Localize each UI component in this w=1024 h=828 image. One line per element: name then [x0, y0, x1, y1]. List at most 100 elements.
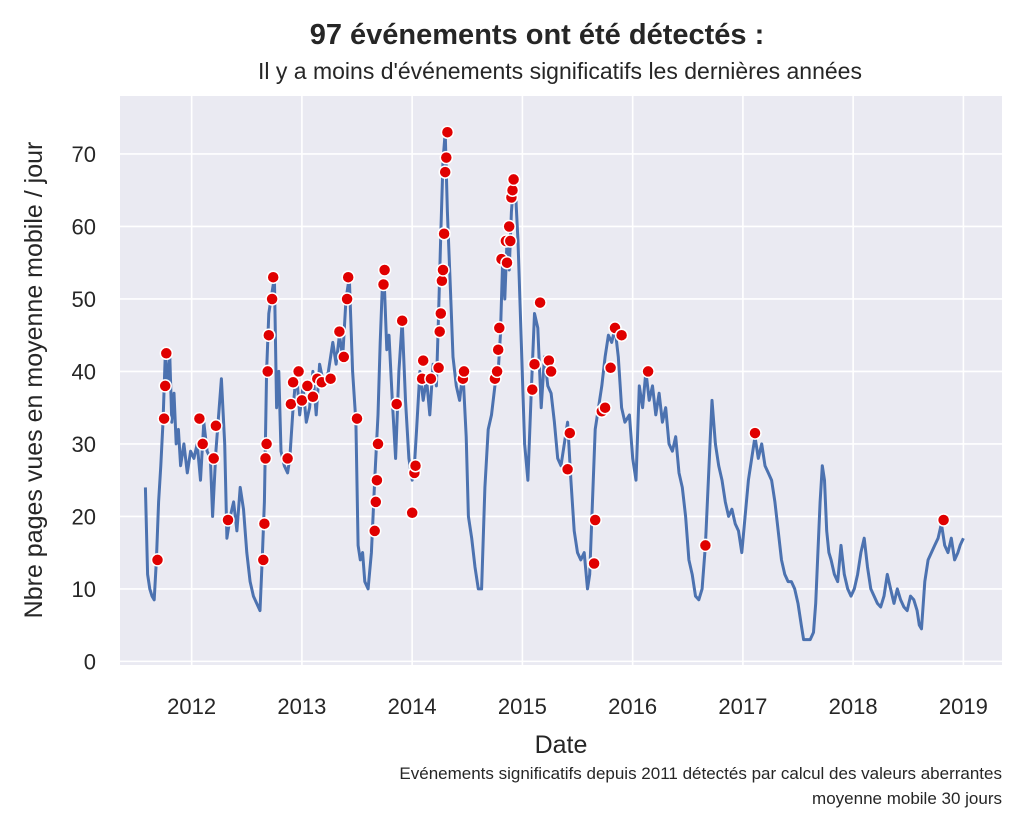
outlier-point: [500, 255, 514, 270]
y-tick-label: 20: [72, 504, 96, 529]
outlier-point: [503, 234, 518, 248]
outlier-point: [603, 361, 618, 375]
x-axis-label: Date: [535, 731, 588, 759]
outlier-point: [259, 437, 274, 451]
outlier-point: [291, 364, 306, 379]
outlier-point: [614, 328, 629, 342]
outlier-point: [195, 437, 210, 451]
outlier-point: [457, 364, 471, 379]
x-tick-label: 2016: [608, 694, 657, 719]
outlier-point: [376, 277, 391, 292]
outlier-point: [209, 419, 223, 433]
outlier-point: [350, 411, 364, 426]
outlier-point: [157, 411, 171, 426]
outlier-point: [221, 513, 235, 527]
outlier-point: [323, 371, 338, 386]
outlier-point: [405, 506, 419, 520]
outlier-point: [158, 379, 172, 393]
y-axis-label: Nbre pages vues en moyenne mobile / jour: [20, 142, 48, 619]
outlier-point: [641, 364, 655, 379]
outlier-point: [286, 375, 300, 390]
x-tick-label: 2014: [388, 694, 437, 719]
outlier-point: [192, 411, 207, 426]
x-tick-label: 2017: [718, 694, 767, 719]
outlier-point: [395, 313, 409, 328]
outlier-point: [416, 353, 430, 368]
outlier-point: [506, 172, 521, 187]
outlier-point: [265, 292, 279, 306]
outlier-point: [340, 292, 354, 306]
outlier-point: [371, 437, 385, 451]
y-tick-label: 50: [72, 287, 96, 312]
outlier-point: [258, 451, 273, 466]
outlier-point: [490, 364, 504, 379]
outlier-point: [439, 150, 454, 165]
x-axis-ticks: 2012 2013 2014 2015 2016 2017 2018 2019: [167, 694, 988, 719]
y-tick-label: 0: [84, 649, 96, 674]
outlier-point: [542, 353, 556, 368]
outlier-point: [369, 495, 383, 509]
outlier-point: [280, 451, 295, 466]
x-tick-label: 2012: [167, 694, 216, 719]
series-line: [143, 130, 965, 642]
outlier-point: [438, 165, 452, 179]
outlier-point: [436, 263, 450, 277]
outlier-point: [698, 538, 713, 553]
outlier-point: [424, 371, 438, 386]
outlier-point: [434, 306, 448, 321]
outlier-point: [206, 451, 221, 466]
y-tick-label: 60: [72, 214, 96, 239]
outlier-point: [367, 524, 382, 538]
outlier-point: [341, 270, 355, 284]
chart-title: 97 événements ont été détectés :: [310, 19, 765, 51]
outlier-point: [262, 328, 276, 342]
outlier-point: [432, 324, 447, 339]
outlier-point: [588, 513, 602, 527]
outlier-point: [300, 379, 315, 393]
outlier-point: [256, 553, 271, 567]
outlier-point: [563, 426, 577, 440]
chart-subtitle: Il y a moins d'événements significatifs …: [258, 58, 862, 84]
outlier-point: [260, 364, 275, 379]
outlier-point: [377, 263, 392, 277]
outlier-point: [502, 219, 516, 234]
outlier-point: [936, 513, 951, 527]
x-tick-label: 2013: [277, 694, 326, 719]
y-tick-label: 70: [72, 142, 96, 167]
outlier-point: [389, 397, 404, 411]
outlier-point: [560, 462, 575, 477]
outlier-point: [159, 346, 174, 361]
outlier-point: [332, 324, 347, 339]
x-tick-label: 2019: [939, 694, 988, 719]
outlier-point: [408, 458, 423, 473]
outlier-point: [370, 473, 384, 487]
outlier-point: [598, 400, 612, 415]
outlier-point: [525, 382, 540, 397]
outlier-point: [533, 295, 547, 310]
outlier-point: [492, 321, 507, 335]
outlier-point: [527, 357, 542, 371]
outlier-point: [337, 350, 351, 364]
y-tick-label: 40: [72, 359, 96, 384]
outlier-point: [257, 516, 272, 531]
outlier-point: [284, 397, 298, 411]
outlier-point: [306, 390, 320, 404]
outlier-point: [437, 226, 451, 241]
outlier-point: [587, 556, 601, 571]
outlier-point: [748, 426, 762, 440]
y-tick-label: 30: [72, 432, 96, 457]
outlier-point: [491, 342, 505, 357]
outlier-markers: [150, 125, 951, 571]
outlier-point: [150, 553, 165, 567]
outlier-point: [440, 125, 455, 139]
x-tick-label: 2015: [498, 694, 547, 719]
y-tick-label: 10: [72, 577, 96, 602]
outlier-point: [266, 270, 280, 284]
x-tick-label: 2018: [829, 694, 878, 719]
y-axis-ticks: 0 10 20 30 40 50 60 70: [72, 142, 96, 674]
outlier-point: [544, 364, 558, 379]
outlier-point: [431, 361, 446, 375]
outlier-point: [295, 393, 309, 408]
caption-line-1: Evénements significatifs depuis 2011 dét…: [399, 764, 1002, 783]
